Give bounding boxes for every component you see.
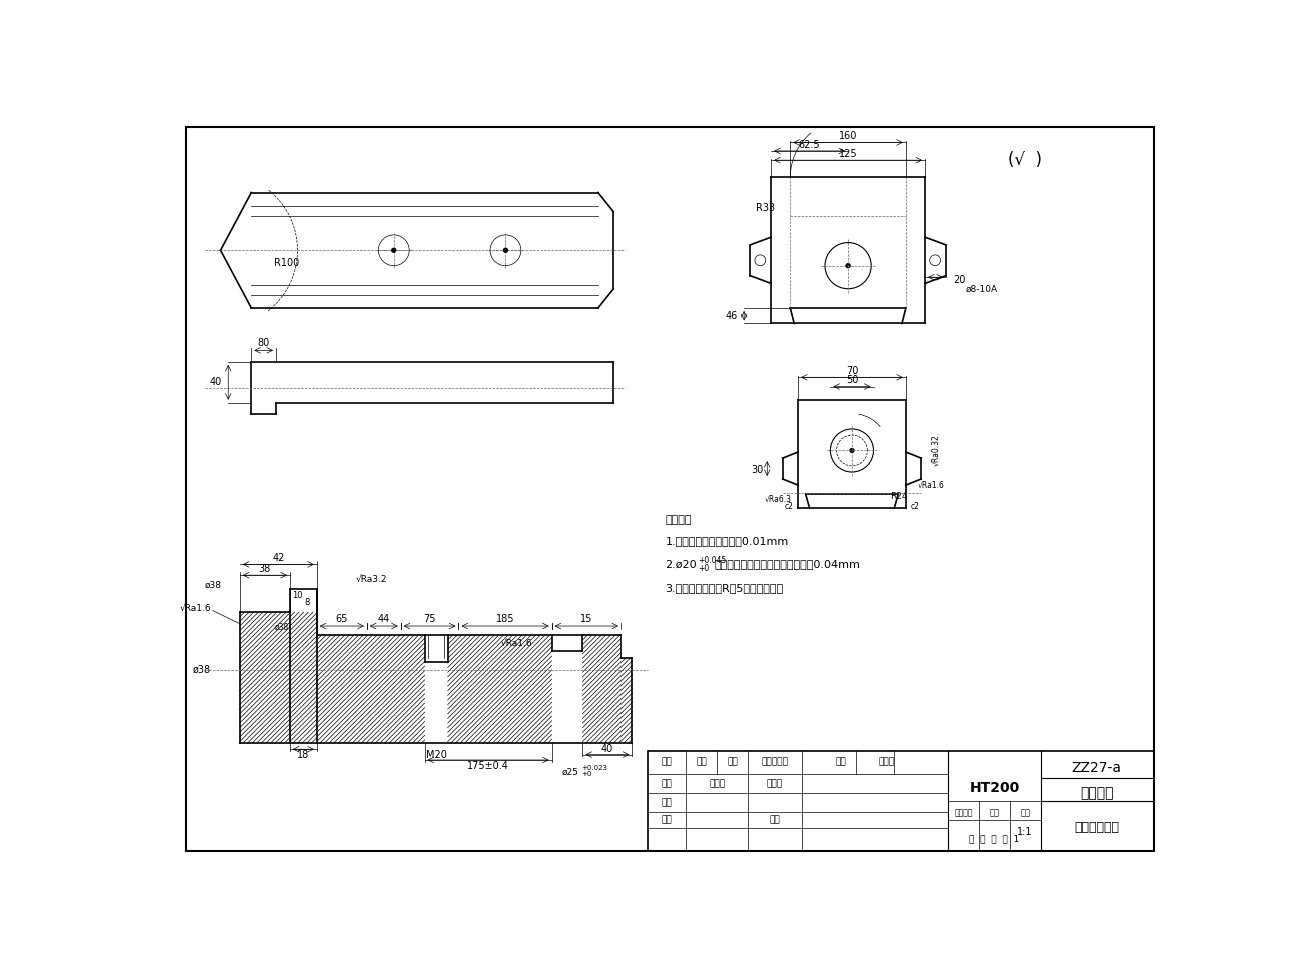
- Text: √Ra1.6: √Ra1.6: [918, 481, 944, 489]
- Text: 30: 30: [752, 465, 763, 475]
- Text: c2: c2: [784, 502, 793, 512]
- Text: 更改文件号: 更改文件号: [762, 758, 788, 766]
- Text: 65: 65: [336, 614, 348, 624]
- Text: HT200: HT200: [970, 781, 1019, 795]
- Text: ø8-10A: ø8-10A: [966, 285, 999, 294]
- Text: 62.5: 62.5: [799, 140, 821, 150]
- Circle shape: [392, 248, 396, 253]
- Text: 分区: 分区: [727, 758, 738, 766]
- Text: 160: 160: [839, 132, 857, 141]
- Text: 标记: 标记: [661, 758, 673, 766]
- Text: R33: R33: [755, 203, 775, 213]
- Text: c2: c2: [911, 502, 920, 512]
- Text: ø38: ø38: [274, 623, 289, 632]
- Text: 陕西国防学院: 陕西国防学院: [1074, 822, 1119, 834]
- Text: 年月日: 年月日: [878, 758, 895, 766]
- Text: 共  张  第  张  1: 共 张 第 张 1: [970, 835, 1019, 844]
- Text: 郜永斑: 郜永斑: [710, 779, 725, 789]
- Text: 46: 46: [725, 311, 738, 321]
- Text: 75: 75: [423, 614, 435, 624]
- Text: R24: R24: [890, 492, 908, 501]
- Text: 15: 15: [580, 614, 592, 624]
- Text: 3.未注明铸造圆角R＝5，铸造须时效: 3.未注明铸造圆角R＝5，铸造须时效: [665, 582, 784, 592]
- Text: 签名: 签名: [835, 758, 846, 766]
- Text: √Ra6.3: √Ra6.3: [765, 494, 792, 504]
- Text: 设计: 设计: [661, 779, 673, 789]
- Text: ø38: ø38: [205, 580, 222, 590]
- Text: 孔中心线对燕尾导面全长不平行度0.04mm: 孔中心线对燕尾导面全长不平行度0.04mm: [715, 559, 861, 570]
- Text: 技术要求: 技术要求: [665, 515, 693, 525]
- Text: 125: 125: [839, 149, 857, 159]
- Circle shape: [503, 248, 507, 253]
- Text: +0.023: +0.023: [580, 765, 606, 770]
- Text: √Ra0.32: √Ra0.32: [932, 434, 940, 466]
- Text: ø25: ø25: [562, 767, 579, 777]
- Text: +0: +0: [698, 564, 710, 573]
- Text: 批准: 批准: [770, 816, 780, 825]
- Text: 2.ø20: 2.ø20: [665, 559, 697, 570]
- Text: 80: 80: [257, 338, 269, 349]
- Text: 工艺: 工艺: [661, 816, 673, 825]
- Text: 185: 185: [495, 614, 515, 624]
- Text: M20: M20: [426, 750, 447, 760]
- Text: 50: 50: [846, 375, 859, 386]
- Circle shape: [846, 264, 851, 268]
- Text: 比例: 比例: [1021, 808, 1030, 817]
- Text: ZZ27-a: ZZ27-a: [1072, 762, 1121, 775]
- Bar: [648, 751, 1154, 851]
- Text: 刀架溥板: 刀架溥板: [1080, 786, 1114, 800]
- Text: 40: 40: [210, 377, 222, 388]
- Text: 44: 44: [378, 614, 389, 624]
- Text: 重量: 重量: [989, 808, 1000, 817]
- Text: 1.两燕尾面的不平行度为0.01mm: 1.两燕尾面的不平行度为0.01mm: [665, 536, 789, 547]
- Text: 审核: 审核: [661, 798, 673, 807]
- Text: √Ra1.6: √Ra1.6: [501, 639, 533, 647]
- Text: 1:1: 1:1: [1017, 827, 1033, 836]
- Text: ø38: ø38: [193, 665, 212, 675]
- Text: 20: 20: [954, 274, 966, 285]
- Text: √Ra1.6: √Ra1.6: [179, 604, 212, 612]
- Text: +0: +0: [580, 771, 591, 777]
- Text: 10: 10: [293, 591, 303, 600]
- Text: 38: 38: [259, 564, 271, 574]
- Text: 标准化: 标准化: [767, 779, 783, 789]
- Text: +0.045: +0.045: [698, 556, 727, 565]
- Text: 8: 8: [305, 599, 310, 608]
- Text: 处数: 处数: [697, 758, 707, 766]
- Text: 18: 18: [297, 750, 308, 761]
- Text: 175±0.4: 175±0.4: [467, 762, 508, 771]
- Text: √Ra3.2: √Ra3.2: [356, 576, 387, 584]
- Text: R100: R100: [274, 259, 299, 268]
- Circle shape: [850, 449, 853, 453]
- Text: 42: 42: [272, 553, 285, 563]
- Text: (√  ): (√ ): [1008, 151, 1042, 170]
- Text: 阶段标记: 阶段标记: [954, 808, 972, 817]
- Text: 40: 40: [601, 744, 613, 754]
- Text: 70: 70: [846, 366, 859, 376]
